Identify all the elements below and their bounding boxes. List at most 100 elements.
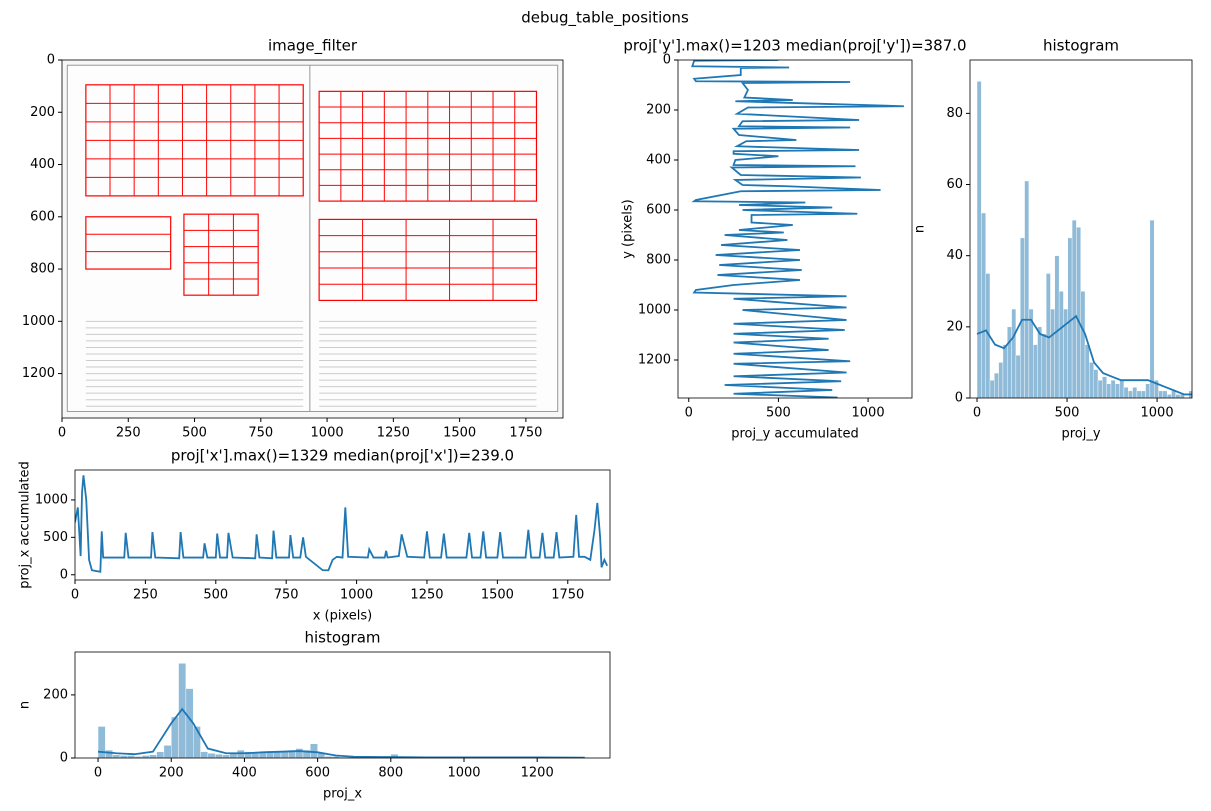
axes-frame xyxy=(74,469,611,581)
x-tick-label: 400 xyxy=(232,766,257,781)
x-tick-label: 1750 xyxy=(509,426,542,441)
hist-bar xyxy=(1097,380,1103,398)
y-tick-label: 400 xyxy=(30,157,55,172)
hist-bar xyxy=(1132,387,1138,398)
x-tick-label: 1250 xyxy=(377,426,410,441)
plot-area xyxy=(62,60,563,418)
hist-bar xyxy=(163,745,172,758)
plot-area xyxy=(75,475,608,573)
axes: 0 500 1000 0 20 40 60 80 histogram proj_y n xyxy=(913,37,1197,442)
y-tick-label: 400 xyxy=(646,153,671,168)
x-tick-label: 750 xyxy=(248,426,273,441)
hist-bar xyxy=(1193,394,1197,398)
hist-bar xyxy=(1128,390,1133,398)
hist-bar xyxy=(1123,387,1129,398)
x-tick-label: 1000 xyxy=(340,588,373,603)
table-box xyxy=(183,213,259,296)
y-tick-label: 1000 xyxy=(638,303,671,318)
y-axis-label: y (pixels) xyxy=(621,199,636,259)
y-tick-label: 60 xyxy=(946,177,963,192)
hist-bar xyxy=(1171,390,1176,398)
x-tick-label: 500 xyxy=(1055,406,1080,421)
y-axis-label: n xyxy=(18,701,33,709)
line xyxy=(75,475,608,573)
axes-title: image_filter xyxy=(268,37,358,56)
hist-bar xyxy=(1080,291,1086,398)
hist-bar xyxy=(1050,308,1056,398)
x-tick-label: 250 xyxy=(116,426,141,441)
x-tick-label: 1500 xyxy=(481,588,514,603)
hist-bar xyxy=(1007,326,1012,398)
hist-bar xyxy=(1153,380,1159,398)
x-tick-label: 0 xyxy=(58,426,66,441)
axes: 0 200 400 600 800 1000 1200 0 200 histogram proj_x… xyxy=(18,629,611,802)
hist-bar xyxy=(192,726,201,758)
hist-bar xyxy=(1141,390,1146,398)
hist-bar xyxy=(1093,369,1099,398)
x-tick-label: 0 xyxy=(973,406,981,421)
x-tick-label: 0 xyxy=(71,588,79,603)
hist-bar xyxy=(105,749,113,758)
hist-bar xyxy=(112,754,121,758)
x-axis-label: x (pixels) xyxy=(313,609,373,624)
x-tick-label: 500 xyxy=(182,426,207,441)
hist-bar xyxy=(1071,219,1077,398)
x-tick-label: 1000 xyxy=(311,426,344,441)
axes-frame xyxy=(74,651,611,759)
plot-area xyxy=(976,81,1197,398)
hist-bar xyxy=(156,751,165,758)
x-tick-label: 1500 xyxy=(443,426,476,441)
axes-frame xyxy=(61,59,564,419)
hist-bar xyxy=(1136,390,1142,398)
x-tick-label: 1750 xyxy=(551,588,584,603)
y-tick-label: 200 xyxy=(30,105,55,120)
hist-bar xyxy=(390,754,399,758)
hist-bar xyxy=(214,754,223,758)
hist-bar xyxy=(1119,380,1125,398)
axes-title: proj['y'].max()=1203 median(proj['y'])=3… xyxy=(623,37,966,55)
y-tick-label: 1000 xyxy=(35,492,68,507)
y-tick-label: 0 xyxy=(955,391,963,406)
hist-bar xyxy=(1084,344,1090,398)
hist-bar xyxy=(1020,237,1025,398)
y-tick-label: 0 xyxy=(60,751,68,766)
hist-bar xyxy=(1032,344,1038,398)
hist-bar xyxy=(222,754,230,758)
y-tick-label: 1200 xyxy=(22,366,55,381)
axes-frame xyxy=(969,59,1193,399)
hist-bar xyxy=(1037,326,1043,398)
hist-bar xyxy=(178,663,187,758)
hist-bar xyxy=(1175,394,1181,398)
y-tick-label: 1200 xyxy=(638,353,671,368)
x-tick-label: 1200 xyxy=(521,766,554,781)
table-box xyxy=(85,216,172,270)
hist-bar xyxy=(1041,333,1047,398)
axes: 0 500 1000020040060080010001200proj['y'].m… xyxy=(621,37,967,442)
line xyxy=(691,60,904,398)
x-axis-label: proj_y accumulated xyxy=(731,427,859,442)
hist-bar xyxy=(1158,390,1164,398)
hist-bar xyxy=(1089,362,1094,398)
x-tick-label: 600 xyxy=(305,766,330,781)
axes-frame xyxy=(677,59,913,399)
hist-bar xyxy=(1076,227,1081,398)
hist-bar xyxy=(981,212,986,398)
y-tick-label: 600 xyxy=(30,209,55,224)
hist-bar xyxy=(994,372,999,398)
hist-bar xyxy=(989,380,995,398)
scan-page xyxy=(66,64,559,412)
hist-bar xyxy=(1110,380,1116,398)
hist-bar xyxy=(280,751,289,758)
hist-bar xyxy=(1054,255,1060,398)
hist-bar xyxy=(1149,219,1155,398)
plot-area xyxy=(97,663,589,758)
hist-bar xyxy=(1166,394,1172,398)
hist-bar xyxy=(1115,383,1120,398)
x-axis-label: proj_x xyxy=(323,787,362,802)
hist-bar xyxy=(1106,383,1112,398)
x-tick-label: 1250 xyxy=(410,588,443,603)
hist-bar xyxy=(1058,291,1064,398)
y-tick-label: 1000 xyxy=(22,314,55,329)
y-tick-label: 40 xyxy=(946,248,963,263)
